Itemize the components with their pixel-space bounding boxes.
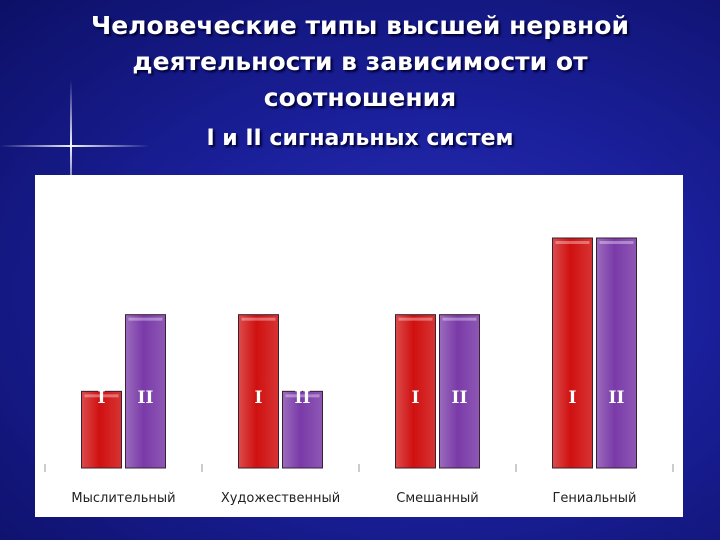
bar-series-1-1	[81, 390, 122, 469]
bar-highlight	[84, 394, 119, 398]
title-line-3: соотношения	[263, 83, 457, 112]
bar-label-II: II	[295, 388, 311, 408]
bar-label-I: I	[412, 388, 420, 408]
bar-label-II: II	[609, 388, 625, 408]
sparkle-horizontal	[0, 145, 150, 147]
bar-highlight	[599, 241, 634, 244]
bar-series-1-2	[238, 314, 279, 469]
bar-series-2-3	[439, 314, 480, 469]
bar-highlight	[398, 317, 433, 321]
chart-panel: I II Мыслительный I II Художественный I II Смеша…	[35, 175, 683, 517]
x-tick-label: Художественный	[221, 491, 340, 506]
slide-subtitle: I и II сигнальных систем	[206, 126, 514, 151]
x-tick-label: Гениальный	[552, 491, 636, 506]
bar-highlight	[241, 317, 276, 321]
slide-title: Человеческие типы высшей нервной деятель…	[0, 8, 720, 116]
bar-highlight	[285, 394, 320, 398]
bar-series-2-2	[282, 390, 323, 469]
sparkle-vertical	[70, 80, 72, 210]
bar-label-I: I	[255, 388, 263, 408]
title-line-1: Человеческие типы высшей нервной	[91, 11, 629, 40]
x-tick-label: Мыслительный	[71, 491, 175, 506]
bar-label-II: II	[452, 388, 468, 408]
bar-label-II: II	[138, 388, 154, 408]
bar-highlight	[555, 241, 590, 244]
bar-highlight	[128, 317, 163, 321]
bar-label-I: I	[569, 388, 577, 408]
bar-series-2-4	[596, 237, 637, 469]
bar-series-1-3	[395, 314, 436, 469]
bar-series-1-4	[552, 237, 593, 469]
bar-label-I: I	[98, 388, 106, 408]
x-tick-label: Смешанный	[396, 491, 478, 506]
title-line-2: деятельности в зависимости от	[132, 47, 588, 76]
bar-highlight	[442, 317, 477, 321]
bar-series-2-1	[125, 314, 166, 469]
